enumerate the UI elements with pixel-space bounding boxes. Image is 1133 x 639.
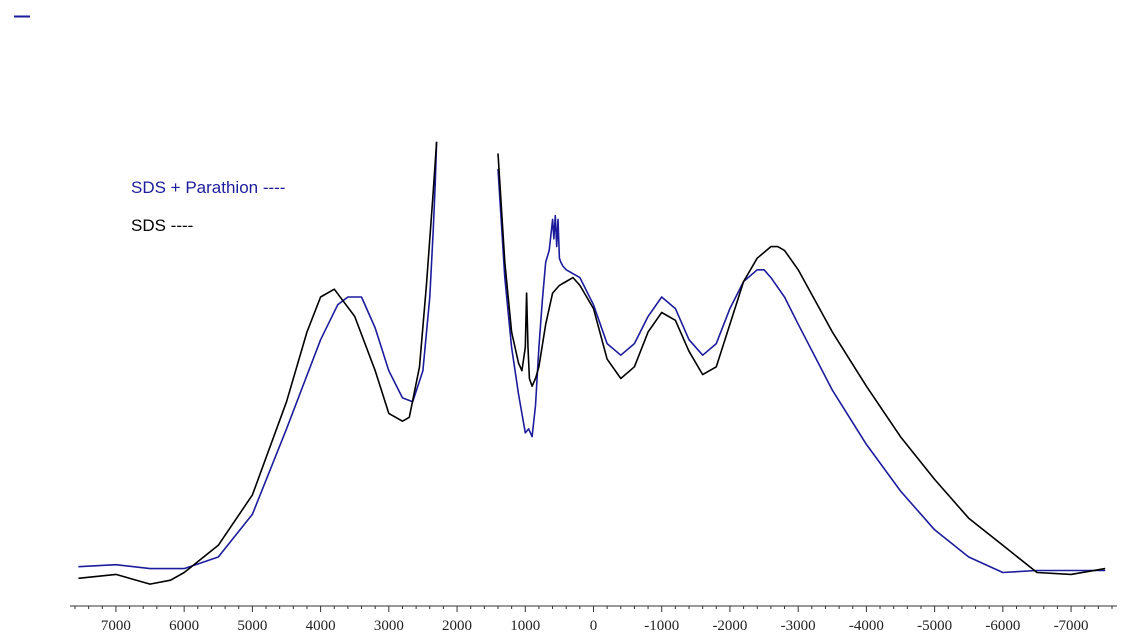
x-tick-label: 3000 [374,618,404,634]
series-layer [78,141,1106,585]
x-tick-label: 0 [590,618,598,634]
x-tick-label: -6000 [985,618,1020,634]
legend-entry-sds-parathion: SDS + Parathion ---- [131,178,285,197]
x-tick-label: 7000 [101,618,131,634]
x-tick-label: 5000 [237,618,267,634]
series-sds [78,141,1106,585]
legend: SDS + Parathion ---- SDS ---- [131,178,285,235]
series-line-segment [78,141,438,585]
x-tick-label: -5000 [917,618,952,634]
x-tick-label: -2000 [712,618,747,634]
x-axis: 7000 6000 5000 4000 3000 2000 1000 0 -1000 -2000 -… [70,605,1117,634]
x-tick-label: 6000 [169,618,199,634]
x-tick-label: -1000 [644,618,679,634]
x-tick-label: -4000 [849,618,884,634]
series-sds-parathion [78,141,1106,574]
x-tick-label: 2000 [442,618,472,634]
x-tick-label: 1000 [510,618,540,634]
legend-entry-sds: SDS ---- [131,216,193,235]
x-tick-label: -3000 [781,618,816,634]
x-tick-label: 4000 [306,618,336,634]
series-line-segment [497,168,1106,574]
series-line-segment [497,153,1106,576]
x-tick-label: -7000 [1054,618,1089,634]
series-line-segment [78,141,438,570]
